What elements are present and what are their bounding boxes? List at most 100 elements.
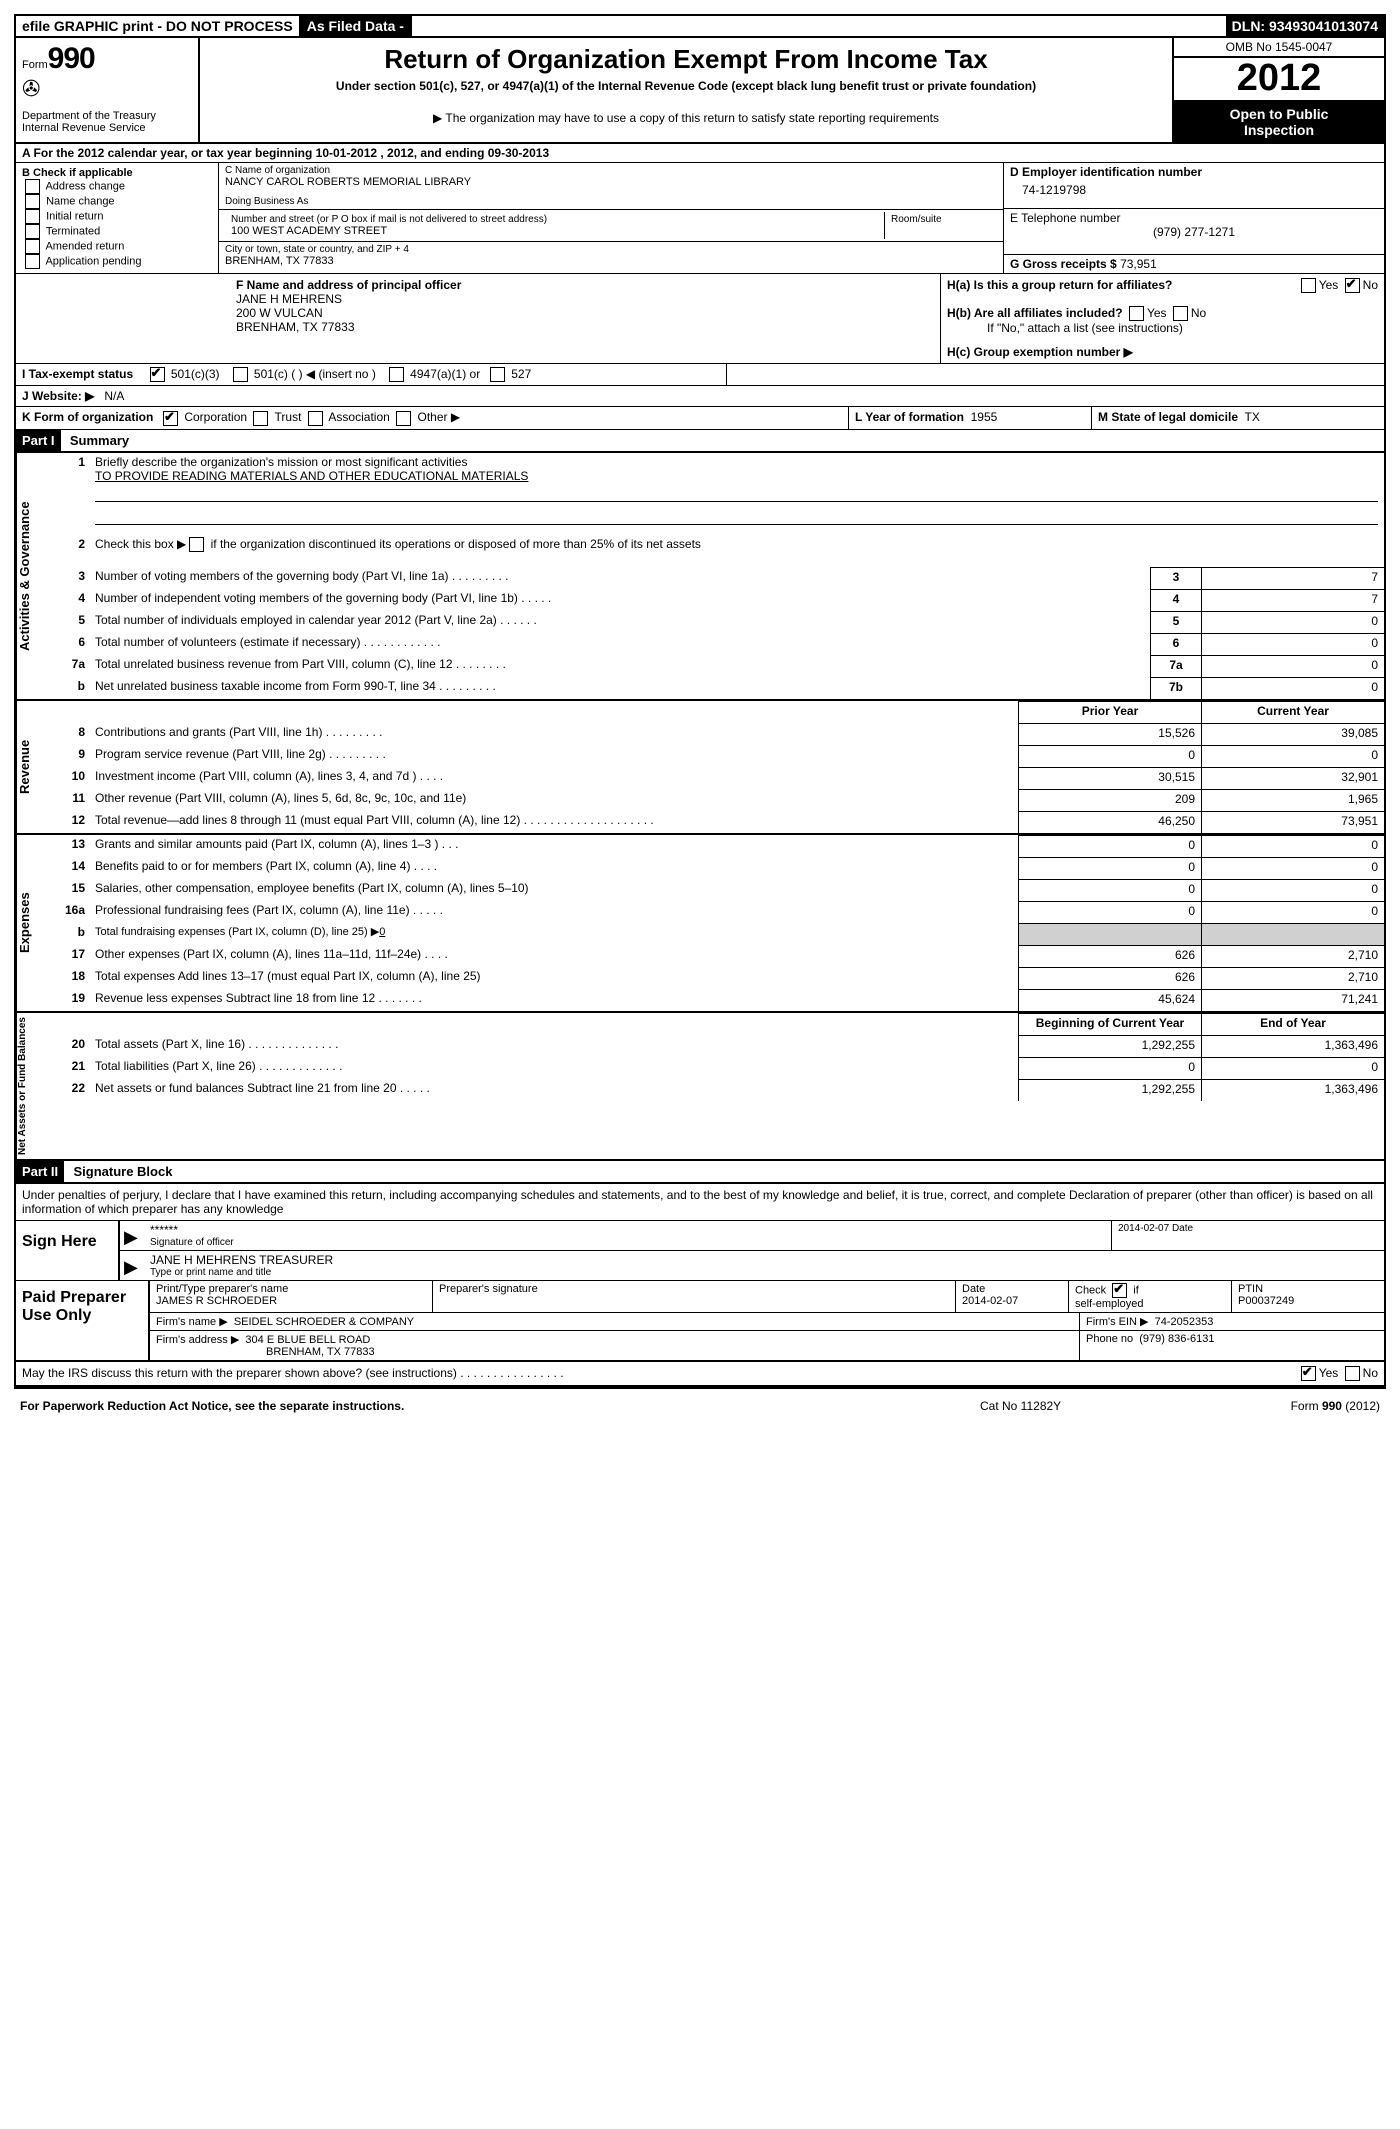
header-left: Form990 ✇ Department of the Treasury Int… <box>16 38 200 142</box>
firm-addr2: BRENHAM, TX 77833 <box>156 1346 375 1358</box>
chk-hb-no[interactable] <box>1173 306 1188 321</box>
col-d-ein-tel: D Employer identification number 74-1219… <box>1004 163 1384 273</box>
telephone: (979) 277-1271 <box>1010 225 1378 239</box>
chk-discontinued[interactable] <box>189 537 204 552</box>
signature: ****** <box>150 1223 1105 1237</box>
paid-preparer-row: Paid Preparer Use Only Print/Type prepar… <box>16 1281 1384 1362</box>
col-b-checkboxes: B Check if applicable Address change Nam… <box>16 163 219 273</box>
row-j-website: J Website: ▶ N/A <box>16 386 1384 407</box>
section-activities: Activities & Governance 1 Briefly descri… <box>16 453 1384 701</box>
section-expenses: Expenses 13Grants and similar amounts pa… <box>16 835 1384 1013</box>
chk-trust[interactable] <box>253 411 268 426</box>
paid-preparer-label: Paid Preparer Use Only <box>16 1281 150 1360</box>
preparer-date: 2014-02-07 <box>962 1295 1018 1307</box>
arrow-icon: ▶ <box>120 1251 144 1280</box>
dept-irs: Internal Revenue Service <box>22 122 192 134</box>
reporting-note: ▶ The organization may have to use a cop… <box>208 111 1164 125</box>
tab-revenue: Revenue <box>16 701 47 833</box>
year-formation: 1955 <box>971 410 998 424</box>
chk-4947[interactable] <box>389 367 404 382</box>
arrow-icon: ▶ <box>120 1221 144 1250</box>
chk-discuss-yes[interactable] <box>1301 1366 1316 1381</box>
page-footer: For Paperwork Reduction Act Notice, see … <box>14 1389 1386 1413</box>
l16b-val: 0 <box>379 926 385 938</box>
chk-name-change[interactable] <box>25 194 40 209</box>
chk-application-pending[interactable] <box>25 254 40 269</box>
l7a-val: 0 <box>1201 655 1384 677</box>
chk-address-change[interactable] <box>25 179 40 194</box>
omb-number: OMB No 1545-0047 <box>1174 38 1384 58</box>
officer-addr2: BRENHAM, TX 77833 <box>236 320 934 334</box>
officer-name: JANE H MEHRENS <box>236 292 934 306</box>
cat-no: Cat No 11282Y <box>980 1399 1180 1413</box>
form-subtitle: Under section 501(c), 527, or 4947(a)(1)… <box>208 79 1164 93</box>
form-title: Return of Organization Exempt From Incom… <box>208 44 1164 75</box>
sign-here-row: Sign Here ▶ ****** Signature of officer … <box>16 1221 1384 1281</box>
chk-ha-no[interactable] <box>1345 278 1360 293</box>
l4-val: 7 <box>1201 589 1384 611</box>
preparer-name: JAMES R SCHROEDER <box>156 1295 277 1307</box>
chk-501c3[interactable] <box>150 367 165 382</box>
l3-val: 7 <box>1201 567 1384 589</box>
firm-ein: 74-2052353 <box>1155 1316 1214 1328</box>
col-c-org-info: C Name of organization NANCY CAROL ROBER… <box>219 163 1004 273</box>
l6-val: 0 <box>1201 633 1384 655</box>
sign-here-label: Sign Here <box>16 1221 120 1280</box>
as-filed-label: As Filed Data - <box>301 16 412 36</box>
paperwork-notice: For Paperwork Reduction Act Notice, see … <box>20 1399 980 1413</box>
hdr-prior: Prior Year <box>1018 701 1201 723</box>
form-990-container: efile GRAPHIC print - DO NOT PROCESS As … <box>14 14 1386 1389</box>
chk-other-org[interactable] <box>396 411 411 426</box>
ein: 74-1219798 <box>1022 183 1378 197</box>
dept-treasury: Department of the Treasury <box>22 110 192 122</box>
tab-activities: Activities & Governance <box>16 453 47 699</box>
chk-hb-yes[interactable] <box>1129 306 1144 321</box>
group-exemption: H(c) Group exemption number ▶ <box>947 345 1378 359</box>
dln: DLN: 93493041013074 <box>1226 16 1384 36</box>
website: N/A <box>104 389 124 403</box>
l7b-val: 0 <box>1201 677 1384 699</box>
chk-ha-yes[interactable] <box>1301 278 1316 293</box>
chk-corp[interactable] <box>163 411 178 426</box>
col-f-officer: F Name and address of principal officer … <box>16 274 941 363</box>
chk-527[interactable] <box>490 367 505 382</box>
top-bar: efile GRAPHIC print - DO NOT PROCESS As … <box>16 16 1384 38</box>
header-right: OMB No 1545-0047 2012 Open to Public Ins… <box>1174 38 1384 142</box>
firm-addr1: 304 E BLUE BELL ROAD <box>245 1334 370 1346</box>
chk-discuss-no[interactable] <box>1345 1366 1360 1381</box>
section-f-h: F Name and address of principal officer … <box>16 274 1384 364</box>
tab-netassets: Net Assets or Fund Balances <box>16 1013 47 1159</box>
chk-terminated[interactable] <box>25 224 40 239</box>
irs-discuss-row: May the IRS discuss this return with the… <box>16 1362 1384 1387</box>
mission: TO PROVIDE READING MATERIALS AND OTHER E… <box>95 469 528 483</box>
firm-phone: (979) 836-6131 <box>1139 1333 1214 1345</box>
form-number: 990 <box>48 42 95 75</box>
sig-date: 2014-02-07 <box>1118 1223 1169 1234</box>
org-address: 100 WEST ACADEMY STREET <box>231 225 878 237</box>
chk-assoc[interactable] <box>308 411 323 426</box>
part-2-header: Part II Signature Block <box>16 1161 1384 1184</box>
section-revenue: Revenue Prior YearCurrent Year 8Contribu… <box>16 701 1384 835</box>
l5-val: 0 <box>1201 611 1384 633</box>
chk-initial-return[interactable] <box>25 209 40 224</box>
org-name: NANCY CAROL ROBERTS MEMORIAL LIBRARY <box>225 176 997 188</box>
tab-expenses: Expenses <box>16 835 47 1011</box>
ptin: P00037249 <box>1238 1295 1294 1307</box>
col-h-group: H(a) Is this a group return for affiliat… <box>941 274 1384 363</box>
org-city: BRENHAM, TX 77833 <box>225 255 997 267</box>
signature-block: Under penalties of perjury, I declare th… <box>16 1184 1384 1387</box>
section-net-assets: Net Assets or Fund Balances Beginning of… <box>16 1013 1384 1161</box>
chk-501c[interactable] <box>233 367 248 382</box>
state-domicile: TX <box>1244 410 1259 424</box>
perjury-statement: Under penalties of perjury, I declare th… <box>16 1184 1384 1221</box>
chk-amended[interactable] <box>25 239 40 254</box>
chk-self-employed[interactable] <box>1112 1283 1127 1298</box>
form-ref: Form 990 (2012) <box>1180 1399 1380 1413</box>
form-header: Form990 ✇ Department of the Treasury Int… <box>16 38 1384 144</box>
part-1-header: Part I Summary <box>16 430 1384 453</box>
row-i-tax-status: I Tax-exempt status 501(c)(3) 501(c) ( )… <box>16 364 1384 386</box>
firm-name: SEIDEL SCHROEDER & COMPANY <box>234 1316 414 1328</box>
hdr-current: Current Year <box>1201 701 1384 723</box>
row-k-form-org: K Form of organization Corporation Trust… <box>16 407 1384 429</box>
officer-addr1: 200 W VULCAN <box>236 306 934 320</box>
